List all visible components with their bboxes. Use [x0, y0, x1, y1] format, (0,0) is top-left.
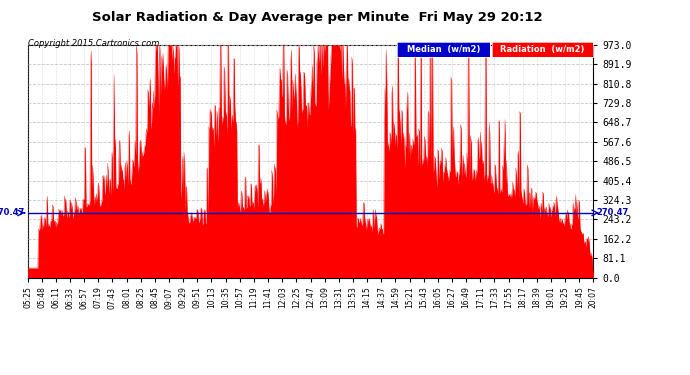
Text: Solar Radiation & Day Average per Minute  Fri May 29 20:12: Solar Radiation & Day Average per Minute… [92, 11, 543, 24]
Text: 270.47: 270.47 [596, 209, 629, 218]
Text: 270.47: 270.47 [0, 209, 25, 218]
Text: Median  (w/m2): Median (w/m2) [406, 45, 480, 54]
Text: Radiation  (w/m2): Radiation (w/m2) [500, 45, 585, 54]
Text: Copyright 2015 Cartronics.com: Copyright 2015 Cartronics.com [28, 39, 159, 48]
